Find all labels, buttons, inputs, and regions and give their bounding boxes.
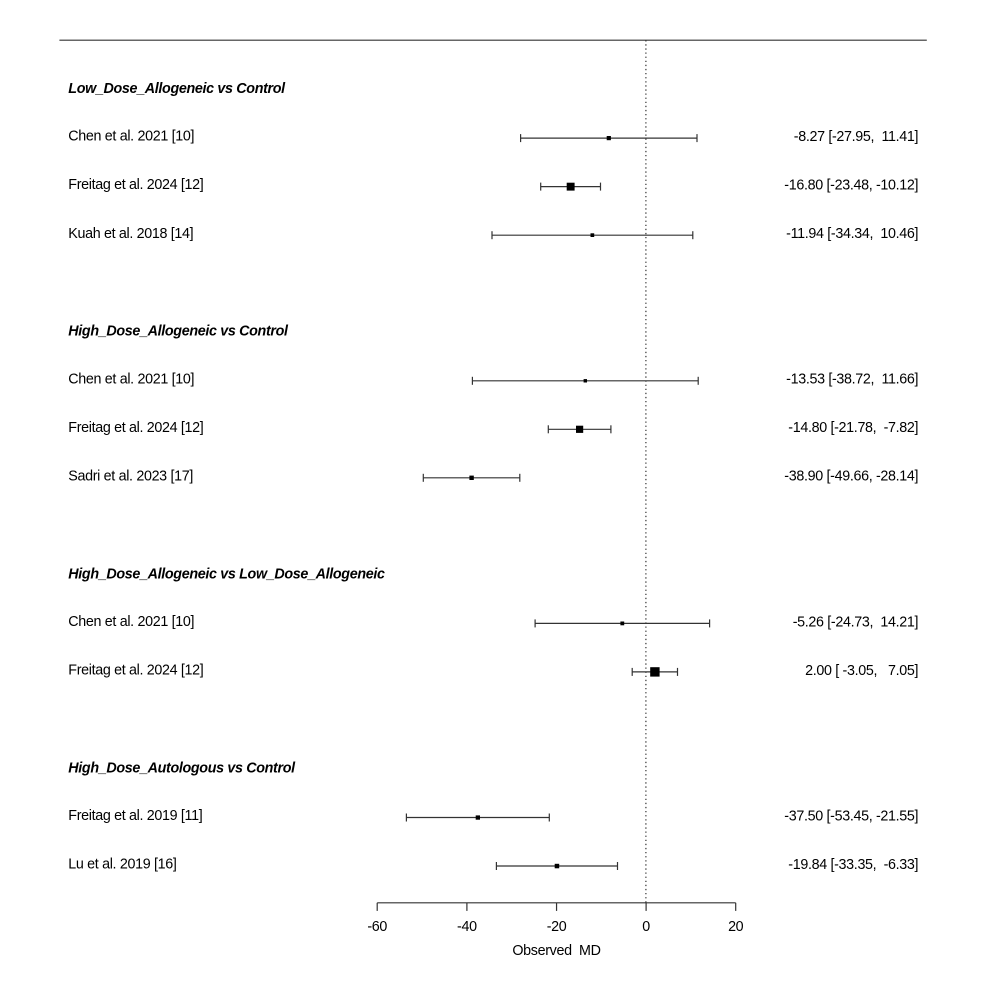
svg-text:Observed MD: Observed MD: [512, 943, 600, 959]
svg-text:-20: -20: [547, 919, 567, 935]
svg-text:-13.53 [-38.72, 11.66]: -13.53 [-38.72, 11.66]: [786, 372, 918, 388]
svg-text:-16.80 [-23.48, -10.12]: -16.80 [-23.48, -10.12]: [784, 178, 918, 194]
svg-text:Freitag et al. 2024 [12]: Freitag et al. 2024 [12]: [68, 663, 203, 679]
svg-text:-37.50 [-53.45, -21.55]: -37.50 [-53.45, -21.55]: [784, 808, 918, 824]
svg-text:Chen et al. 2021 [10]: Chen et al. 2021 [10]: [68, 371, 194, 387]
svg-text:Freitag et al. 2019 [11]: Freitag et al. 2019 [11]: [68, 808, 202, 824]
svg-text:-14.80 [-21.78, -7.82]: -14.80 [-21.78, -7.82]: [788, 420, 918, 436]
svg-text:High_Dose_Allogeneic vs Contro: High_Dose_Allogeneic vs Control: [68, 324, 289, 340]
svg-text:Low_Dose_Allogeneic vs Control: Low_Dose_Allogeneic vs Control: [68, 81, 286, 97]
svg-text:Chen et al. 2021 [10]: Chen et al. 2021 [10]: [68, 129, 194, 145]
svg-text:0: 0: [642, 919, 650, 935]
svg-text:-5.26 [-24.73, 14.21]: -5.26 [-24.73, 14.21]: [793, 614, 918, 630]
svg-text:-40: -40: [457, 919, 477, 935]
svg-text:20: 20: [728, 919, 744, 935]
svg-text:High_Dose_Allogeneic vs Low_Do: High_Dose_Allogeneic vs Low_Dose_Allogen…: [68, 566, 385, 582]
svg-text:High_Dose_Autologous vs Contro: High_Dose_Autologous vs Control: [68, 760, 296, 776]
svg-text:-19.84 [-33.35, -6.33]: -19.84 [-33.35, -6.33]: [788, 857, 918, 873]
svg-text:Kuah et al. 2018 [14]: Kuah et al. 2018 [14]: [68, 226, 193, 242]
svg-text:2.00 [ -3.05, 7.05]: 2.00 [ -3.05, 7.05]: [805, 663, 918, 679]
svg-text:-60: -60: [367, 919, 387, 935]
svg-text:Freitag et al. 2024 [12]: Freitag et al. 2024 [12]: [68, 420, 203, 436]
svg-text:Freitag et al. 2024 [12]: Freitag et al. 2024 [12]: [68, 177, 203, 193]
svg-text:Chen et al. 2021 [10]: Chen et al. 2021 [10]: [68, 614, 194, 630]
svg-text:Sadri et al. 2023 [17]: Sadri et al. 2023 [17]: [68, 468, 193, 484]
svg-text:-38.90 [-49.66, -28.14]: -38.90 [-49.66, -28.14]: [784, 469, 918, 485]
svg-text:Lu et al. 2019 [16]: Lu et al. 2019 [16]: [68, 857, 176, 873]
svg-text:-8.27 [-27.95, 11.41]: -8.27 [-27.95, 11.41]: [794, 129, 918, 145]
svg-text:-11.94 [-34.34, 10.46]: -11.94 [-34.34, 10.46]: [786, 226, 918, 242]
